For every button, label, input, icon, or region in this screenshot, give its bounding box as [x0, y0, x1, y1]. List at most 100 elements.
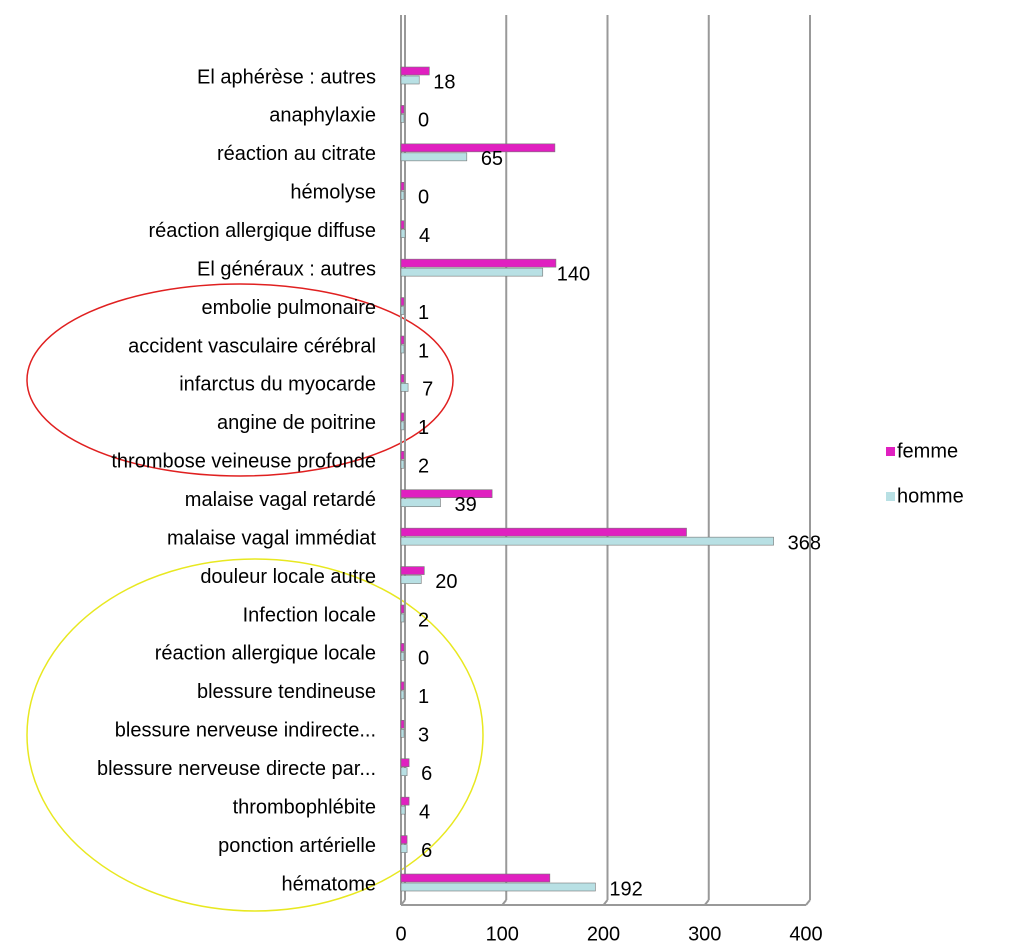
data-label: 18 — [433, 71, 455, 93]
legend-swatch — [886, 492, 895, 501]
data-label: 1 — [418, 417, 429, 439]
bar — [400, 75, 420, 85]
bar — [400, 690, 405, 700]
legend-label: homme — [897, 485, 964, 507]
data-label: 6 — [421, 840, 432, 862]
x-tick-label: 200 — [587, 923, 620, 945]
bar — [400, 805, 406, 815]
data-label: 6 — [421, 763, 432, 785]
bar — [400, 873, 551, 883]
legend-swatch — [886, 447, 895, 456]
bar — [400, 412, 405, 422]
data-label: 7 — [422, 379, 433, 401]
bar — [400, 421, 405, 431]
bar — [400, 152, 468, 162]
data-label: 1 — [418, 340, 429, 362]
data-label: 4 — [419, 225, 430, 247]
y-tick-label: malaise vagal immédiat — [167, 527, 376, 549]
y-tick-label: blessure nerveuse directe par... — [97, 758, 376, 780]
bar — [400, 143, 556, 153]
bar — [400, 335, 405, 345]
bar — [400, 383, 409, 392]
y-tick-label: blessure nerveuse indirecte... — [115, 720, 376, 742]
bar — [400, 190, 405, 200]
data-label: 0 — [418, 110, 429, 132]
bar — [400, 796, 410, 806]
y-tick-label: angine de poitrine — [217, 412, 376, 434]
y-tick-label: infarctus du myocarde — [179, 374, 376, 396]
bar — [400, 527, 687, 537]
legend-label: femme — [897, 440, 958, 462]
bar — [400, 681, 405, 691]
bar — [400, 258, 557, 268]
bar — [400, 66, 430, 76]
data-label: 4 — [419, 801, 430, 823]
y-tick-label: ponction artérielle — [218, 835, 376, 857]
data-label: 2 — [418, 456, 429, 478]
y-tick-label: hémolyse — [290, 182, 376, 204]
bar — [400, 489, 493, 499]
bar — [400, 882, 596, 892]
bar — [400, 536, 774, 546]
data-label: 65 — [481, 148, 503, 170]
bar — [400, 306, 405, 315]
data-label: 3 — [418, 725, 429, 747]
y-tick-label: El aphérèse : autres — [197, 66, 376, 88]
red-ellipse — [26, 283, 454, 477]
bar — [400, 613, 405, 623]
bar — [400, 105, 405, 114]
bar — [400, 114, 405, 123]
bar — [400, 575, 422, 584]
y-tick-label: blessure tendineuse — [197, 681, 376, 703]
yellow-ellipse — [26, 558, 484, 912]
y-tick-label: réaction allergique locale — [155, 643, 376, 665]
grid-foot — [805, 899, 811, 906]
bar — [400, 181, 405, 191]
x-tick-label: 100 — [486, 923, 519, 945]
data-label: 368 — [788, 532, 821, 554]
bar — [400, 566, 425, 575]
y-tick-label: réaction au citrate — [217, 143, 376, 165]
bar — [400, 835, 408, 844]
y-tick-label: thrombophlébite — [233, 796, 376, 818]
bar — [400, 498, 441, 508]
y-tick-label: anaphylaxie — [269, 105, 376, 127]
bar — [400, 767, 408, 777]
data-label: 0 — [418, 187, 429, 209]
data-label: 1 — [418, 302, 429, 324]
bar — [400, 459, 405, 469]
bar — [400, 374, 405, 383]
data-label: 39 — [454, 494, 476, 516]
bar — [400, 220, 405, 230]
bar — [400, 643, 405, 652]
bar — [400, 719, 405, 729]
data-label: 1 — [418, 686, 429, 708]
y-tick-label: thrombose veineuse profonde — [111, 451, 376, 473]
y-tick-label: accident vasculaire cérébral — [128, 335, 376, 357]
y-tick-label: douleur locale autre — [200, 566, 376, 588]
y-tick-label: hématome — [282, 873, 377, 895]
bar — [400, 652, 405, 661]
data-label: 0 — [418, 648, 429, 670]
bar — [400, 344, 405, 354]
bar — [400, 844, 408, 853]
bar — [400, 267, 544, 277]
x-tick-label: 300 — [688, 923, 721, 945]
bar — [400, 450, 405, 460]
x-tick-label: 0 — [395, 923, 406, 945]
data-label: 192 — [609, 878, 642, 900]
x-tick-label: 400 — [789, 923, 822, 945]
y-tick-label: réaction allergique diffuse — [148, 220, 376, 242]
bar — [400, 604, 405, 614]
y-tick-label: malaise vagal retardé — [185, 489, 376, 511]
bar — [400, 758, 410, 768]
data-label: 20 — [435, 571, 457, 593]
bar — [400, 297, 405, 306]
bar — [400, 728, 405, 738]
y-tick-label: Infection locale — [243, 604, 376, 626]
y-tick-label: embolie pulmonaire — [201, 297, 376, 319]
data-label: 140 — [557, 263, 590, 285]
y-tick-label: El généraux : autres — [197, 258, 376, 280]
data-label: 2 — [418, 609, 429, 631]
